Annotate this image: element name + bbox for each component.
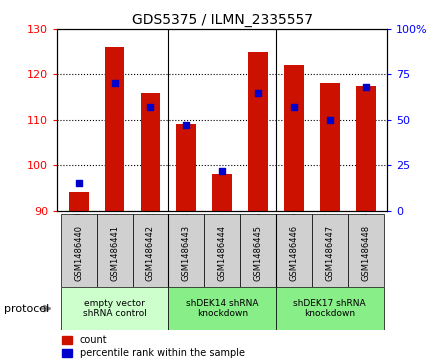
Bar bbox=[97, 214, 132, 287]
Bar bbox=[312, 214, 348, 287]
Bar bbox=[348, 214, 384, 287]
Bar bbox=[169, 287, 276, 330]
Bar bbox=[105, 47, 125, 211]
Bar bbox=[204, 214, 240, 287]
Text: GSM1486447: GSM1486447 bbox=[325, 225, 334, 281]
Bar bbox=[69, 192, 88, 211]
Text: protocol: protocol bbox=[4, 303, 50, 314]
Text: GSM1486441: GSM1486441 bbox=[110, 225, 119, 281]
Text: GSM1486442: GSM1486442 bbox=[146, 225, 155, 281]
Text: GSM1486446: GSM1486446 bbox=[290, 225, 298, 281]
Text: shDEK17 shRNA
knockdown: shDEK17 shRNA knockdown bbox=[293, 299, 366, 318]
Point bbox=[255, 90, 262, 95]
Point bbox=[362, 84, 369, 90]
Point bbox=[75, 180, 82, 186]
Bar bbox=[276, 287, 384, 330]
Bar bbox=[276, 214, 312, 287]
Text: empty vector
shRNA control: empty vector shRNA control bbox=[83, 299, 147, 318]
Bar bbox=[61, 287, 169, 330]
Point bbox=[111, 81, 118, 86]
Bar bbox=[61, 214, 97, 287]
Point bbox=[290, 104, 297, 110]
Title: GDS5375 / ILMN_2335557: GDS5375 / ILMN_2335557 bbox=[132, 13, 313, 26]
Bar bbox=[132, 214, 169, 287]
Text: GSM1486443: GSM1486443 bbox=[182, 225, 191, 281]
Bar bbox=[169, 214, 204, 287]
Text: GSM1486448: GSM1486448 bbox=[361, 225, 370, 281]
Text: GSM1486445: GSM1486445 bbox=[253, 225, 263, 281]
Text: GSM1486440: GSM1486440 bbox=[74, 225, 83, 281]
Legend: count, percentile rank within the sample: count, percentile rank within the sample bbox=[62, 335, 245, 358]
Bar bbox=[320, 83, 340, 211]
Point bbox=[183, 122, 190, 128]
Bar bbox=[213, 174, 232, 211]
Bar bbox=[248, 52, 268, 211]
Text: shDEK14 shRNA
knockdown: shDEK14 shRNA knockdown bbox=[186, 299, 258, 318]
Bar bbox=[356, 86, 376, 211]
Point bbox=[147, 104, 154, 110]
Text: GSM1486444: GSM1486444 bbox=[218, 225, 227, 281]
Bar bbox=[176, 124, 196, 211]
Bar bbox=[240, 214, 276, 287]
Point bbox=[219, 168, 226, 174]
Bar bbox=[284, 65, 304, 211]
Point bbox=[326, 117, 334, 123]
Bar bbox=[141, 93, 160, 211]
